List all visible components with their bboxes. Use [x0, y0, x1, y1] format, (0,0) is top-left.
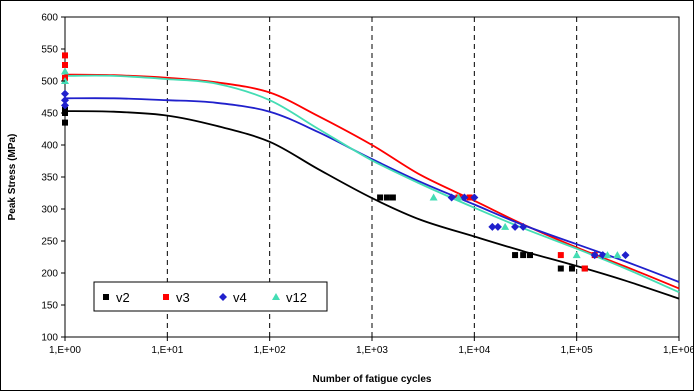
y-tick-label: 300 [41, 205, 58, 216]
legend-marker-v2 [103, 294, 109, 300]
fit-line-v12 [64, 74, 680, 294]
data-point-v2 [62, 106, 68, 113]
x-tick-label: 1,E+03 [356, 345, 388, 356]
data-point-v12 [572, 251, 581, 259]
data-point-v4 [460, 193, 469, 202]
data-point-v3 [62, 62, 68, 68]
data-point-v3 [62, 52, 68, 59]
x-tick-label: 1,E+05 [561, 345, 593, 356]
y-tick-label: 250 [41, 237, 58, 248]
data-point-v4 [488, 222, 497, 231]
data-point-v2 [557, 265, 564, 272]
data-point-v4 [621, 251, 630, 260]
legend-marker-v4 [219, 293, 227, 301]
x-tick-label: 1,E+01 [151, 345, 183, 356]
x-tick-label: 1,E+04 [458, 345, 490, 356]
data-point-v2 [512, 252, 519, 259]
data-point-v4 [61, 89, 69, 98]
ticks-layer: 1,E+00 1,E+01 1,E+02 1,E+03 1,E+04 1,E+05 1,E+… [41, 13, 693, 357]
data-point-v4 [61, 96, 69, 105]
data-point-v3 [581, 265, 588, 272]
data-point-v12 [454, 193, 463, 201]
data-point-v2 [377, 194, 384, 201]
fit-line-v4 [64, 97, 680, 283]
x-axis-title: Number of fatigue cycles [313, 374, 432, 385]
data-point-v2 [383, 194, 390, 201]
y-tick-label: 400 [41, 141, 58, 152]
legend-marker-v3 [163, 294, 169, 300]
fit-line-v3 [64, 73, 680, 290]
y-tick-label: 100 [41, 333, 58, 344]
y-tick-label: 150 [41, 301, 58, 312]
y-tick-label: 200 [41, 269, 58, 280]
data-point-v12 [501, 222, 510, 230]
y-axis-title: Peak Stress (MPa) [7, 134, 18, 221]
legend-label-v4: v4 [233, 290, 247, 305]
legend-label-v3: v3 [176, 290, 190, 305]
data-point-v4 [447, 193, 456, 202]
legend: v2 v3 v4 v12 [93, 281, 328, 312]
fit-line-v2 [64, 110, 680, 300]
data-point-v2 [568, 265, 575, 272]
fit-lines-layer [64, 73, 680, 300]
data-point-v12 [429, 193, 438, 201]
data-point-v12 [603, 251, 612, 259]
data-point-v4 [493, 222, 502, 231]
data-point-v12 [61, 67, 69, 75]
data-point-v3 [557, 252, 564, 259]
data-point-v4 [511, 222, 520, 231]
y-tick-label: 550 [41, 45, 58, 56]
data-point-v3 [466, 194, 473, 201]
y-tick-label: 600 [41, 13, 58, 24]
x-tick-label: 1,E+06 [663, 345, 693, 356]
data-point-v12 [613, 251, 622, 259]
legend-label-v2: v2 [116, 290, 130, 305]
y-tick-label: 450 [41, 109, 58, 120]
y-tick-label: 500 [41, 77, 58, 88]
x-tick-label: 1,E+02 [254, 345, 286, 356]
data-point-v4 [470, 193, 479, 202]
data-point-v4 [61, 101, 69, 110]
legend-label-v12: v12 [286, 290, 307, 305]
data-point-v2 [389, 194, 396, 201]
data-point-v2 [527, 252, 534, 259]
data-point-v2 [520, 252, 527, 259]
data-point-v4 [590, 251, 599, 260]
data-point-v2 [62, 119, 68, 126]
x-tick-label: 1,E+00 [49, 345, 81, 356]
data-point-v4 [519, 222, 528, 231]
legend-marker-v12 [272, 293, 280, 300]
y-tick-label: 350 [41, 173, 58, 184]
legend-box [93, 281, 328, 312]
